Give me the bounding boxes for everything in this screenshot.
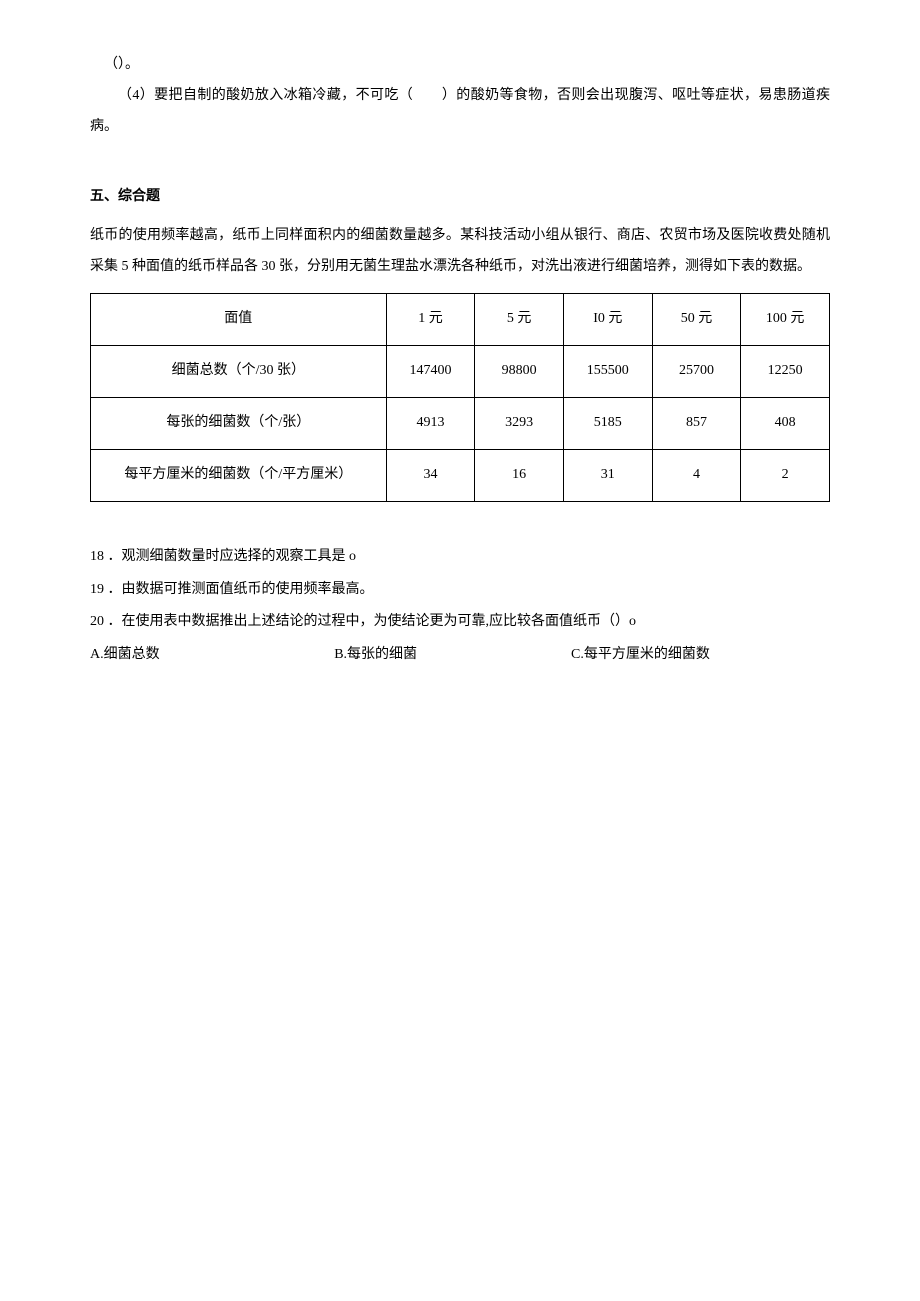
- table-cell: 2: [741, 449, 830, 501]
- table-row: 每平方厘米的细菌数（个/平方厘米） 34 16 31 4 2: [91, 449, 830, 501]
- section-5-title: 五、综合题: [90, 182, 830, 213]
- table-cell: 细菌总数（个/30 张）: [91, 345, 387, 397]
- table-cell: 每张的细菌数（个/张）: [91, 397, 387, 449]
- table-header-cell: 1 元: [386, 293, 475, 345]
- question-18: 18 ．观测细菌数量时应选择的观察工具是 o: [90, 542, 830, 573]
- table-cell: 25700: [652, 345, 741, 397]
- table-cell: 16: [475, 449, 564, 501]
- table-header-cell: 面值: [91, 293, 387, 345]
- table-header-cell: 100 元: [741, 293, 830, 345]
- table-cell: 98800: [475, 345, 564, 397]
- previous-blank-line: （）。: [90, 50, 830, 81]
- table-header-cell: 5 元: [475, 293, 564, 345]
- bacteria-table: 面值 1 元 5 元 I0 元 50 元 100 元 细菌总数（个/30 张） …: [90, 293, 830, 502]
- table-row: 细菌总数（个/30 张） 147400 98800 155500 25700 1…: [91, 345, 830, 397]
- table-cell: 857: [652, 397, 741, 449]
- table-cell: 155500: [563, 345, 652, 397]
- table-cell: 4913: [386, 397, 475, 449]
- table-header-cell: I0 元: [563, 293, 652, 345]
- table-cell: 12250: [741, 345, 830, 397]
- question-20: 20 ．在使用表中数据推出上述结论的过程中，为使结论更为可靠,应比较各面值纸币（…: [90, 607, 830, 638]
- option-b: B.每张的细菌: [334, 640, 571, 671]
- question-20-options: A.细菌总数 B.每张的细菌 C.每平方厘米的细菌数: [90, 640, 830, 671]
- bacteria-table-wrap: 面值 1 元 5 元 I0 元 50 元 100 元 细菌总数（个/30 张） …: [90, 293, 830, 502]
- table-header-row: 面值 1 元 5 元 I0 元 50 元 100 元: [91, 293, 830, 345]
- table-row: 每张的细菌数（个/张） 4913 3293 5185 857 408: [91, 397, 830, 449]
- section-5-intro: 纸币的使用频率越高，纸币上同样面积内的细菌数量越多。某科技活动小组从银行、商店、…: [90, 221, 830, 283]
- option-a: A.细菌总数: [90, 640, 334, 671]
- table-cell: 31: [563, 449, 652, 501]
- table-cell: 每平方厘米的细菌数（个/平方厘米）: [91, 449, 387, 501]
- question-19: 19 ．由数据可推测面值纸币的使用频率最高。: [90, 575, 830, 606]
- table-cell: 408: [741, 397, 830, 449]
- table-cell: 34: [386, 449, 475, 501]
- option-c: C.每平方厘米的细菌数: [571, 640, 830, 671]
- table-cell: 3293: [475, 397, 564, 449]
- table-cell: 147400: [386, 345, 475, 397]
- table-cell: 4: [652, 449, 741, 501]
- table-cell: 5185: [563, 397, 652, 449]
- table-header-cell: 50 元: [652, 293, 741, 345]
- question-4-text: （4）要把自制的酸奶放入冰箱冷藏，不可吃（ ）的酸奶等食物，否则会出现腹泻、呕吐…: [90, 81, 830, 143]
